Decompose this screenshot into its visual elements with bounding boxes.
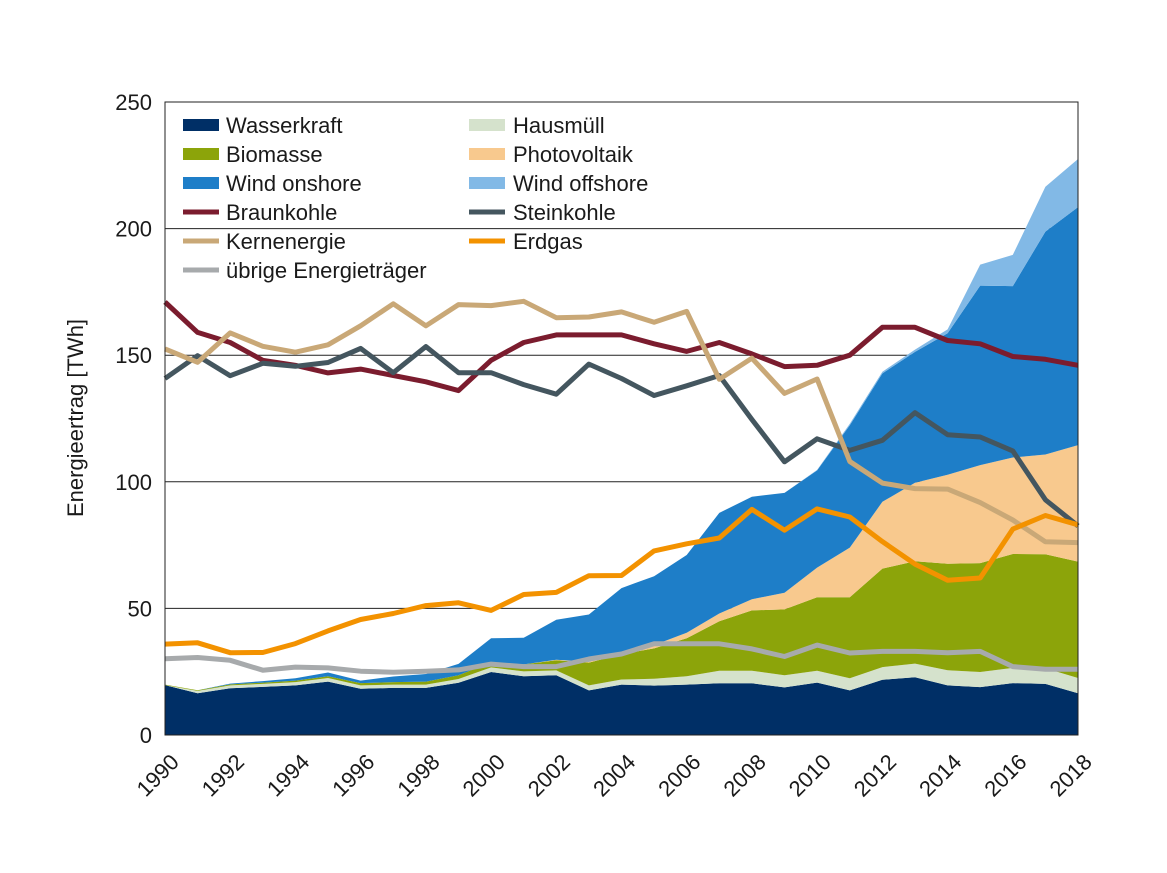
y-tick-label: 50 (128, 596, 152, 621)
x-tick-label: 1994 (262, 749, 314, 801)
legend-label-steinkohle: Steinkohle (513, 200, 616, 225)
area-photovoltaik (165, 445, 1078, 691)
legend-label-wind-onshore: Wind onshore (226, 171, 362, 196)
legend-label-biomasse: Biomasse (226, 142, 323, 167)
x-tick-label: 2016 (979, 749, 1031, 801)
x-tick-label: 2014 (914, 749, 966, 801)
y-tick-label: 200 (115, 217, 152, 242)
line-kernenergie (164, 298, 1079, 546)
x-tick-label: 1992 (197, 749, 249, 801)
legend-swatch-wind-offshore (469, 177, 505, 189)
line-braunkohle (163, 300, 1079, 394)
x-tick-label: 2012 (849, 749, 901, 801)
legend-label-kernenergie: Kernenergie (226, 229, 346, 254)
legend-swatch-biomasse (183, 148, 219, 160)
legend-label-uebrige-energietraeger: übrige Energieträger (226, 258, 427, 283)
area-wind-onshore (165, 207, 1078, 691)
legend-label-braunkohle: Braunkohle (226, 200, 337, 225)
line-steinkohle (163, 344, 1080, 528)
legend-swatch-wind-onshore (183, 177, 219, 189)
x-tick-label: 2018 (1045, 749, 1097, 801)
x-tick-label: 2006 (653, 749, 705, 801)
y-tick-label: 250 (115, 90, 152, 115)
line-erdgas (164, 506, 1079, 656)
legend-label-photovoltaik: Photovoltaik (513, 142, 634, 167)
area-biomasse (165, 554, 1078, 691)
x-tick-label: 2004 (588, 749, 640, 801)
plot-frame (164, 101, 1079, 736)
legend-label-wind-offshore: Wind offshore (513, 171, 648, 196)
x-tick-label: 1998 (392, 749, 444, 801)
legend-swatch-photovoltaik (469, 148, 505, 160)
x-tick-label: 2008 (718, 749, 770, 801)
y-tick-label: 150 (115, 343, 152, 368)
x-tick-label: 2010 (784, 749, 836, 801)
x-tick-label: 1996 (327, 749, 379, 801)
y-axis-label: Energieertrag [TWh] (63, 319, 88, 517)
line-uebrige-energietraeger (164, 641, 1078, 675)
area-wasserkraft (165, 672, 1078, 735)
legend-label-wasserkraft: Wasserkraft (226, 113, 343, 138)
area-hausmuell (165, 663, 1078, 694)
x-tick-label: 2002 (523, 749, 575, 801)
legend-swatch-wasserkraft (183, 119, 219, 131)
legend-label-hausmuell: Hausmüll (513, 113, 605, 138)
legend-swatch-hausmuell (469, 119, 505, 131)
y-tick-label: 100 (115, 470, 152, 495)
legend-label-erdgas: Erdgas (513, 229, 583, 254)
x-tick-label: 2000 (458, 749, 510, 801)
y-tick-label: 0 (140, 723, 152, 748)
x-tick-label: 1990 (132, 749, 184, 801)
